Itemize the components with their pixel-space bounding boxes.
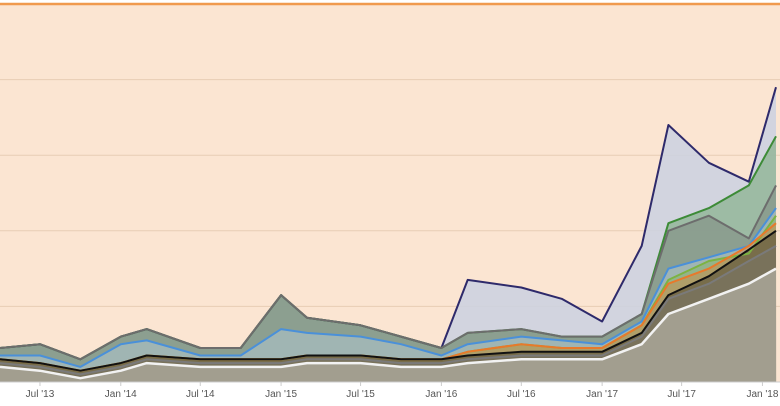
x-tick-label: Jul '14	[186, 389, 215, 400]
series-line	[0, 184, 777, 361]
series-area	[0, 223, 777, 382]
x-tick-label: Jan '16	[425, 389, 457, 400]
x-tick-label: Jan '15	[265, 389, 297, 400]
series-line	[0, 245, 777, 376]
x-tick-label: Jul '16	[507, 389, 536, 400]
series-lines	[0, 86, 777, 380]
series-line	[0, 207, 777, 368]
series-area	[0, 87, 777, 382]
series-line	[0, 229, 777, 372]
x-axis-ticks: Jul '13 Jan '14 Jul '14 Jan '15 Jul '15 Jan '…	[26, 382, 779, 400]
x-tick-label: Jan '14	[105, 389, 137, 400]
x-tick-label: Jul '15	[346, 389, 375, 400]
x-tick-label: Jul '17	[667, 389, 696, 400]
series-area	[0, 215, 777, 382]
x-tick-label: Jan '17	[586, 389, 618, 400]
series-area	[0, 245, 777, 382]
x-tick-label: Jul '13	[26, 389, 55, 400]
series-line	[0, 267, 777, 380]
series-area	[0, 136, 777, 382]
series-area	[0, 208, 777, 382]
x-tick-label: Jan '18	[746, 389, 778, 400]
series-area	[0, 230, 777, 382]
series-area	[0, 268, 777, 382]
